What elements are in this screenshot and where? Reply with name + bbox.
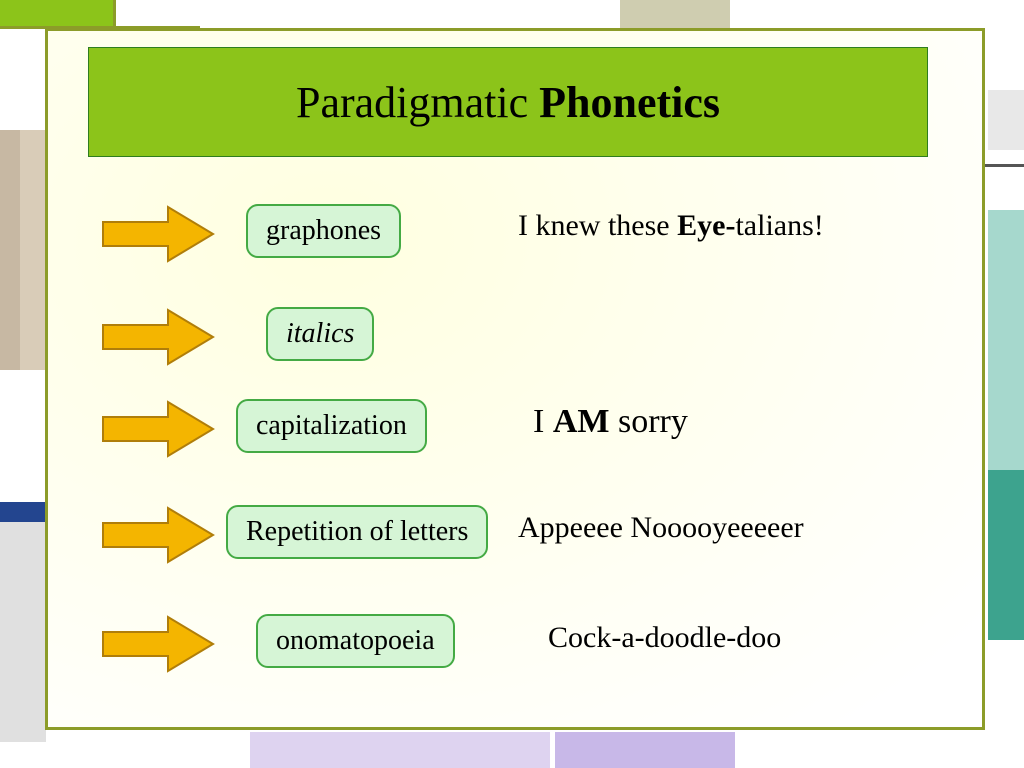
bg-rect-9: [250, 732, 550, 768]
arrow-icon: [98, 612, 218, 676]
arrow-icon: [98, 305, 218, 369]
slide-frame: Paradigmatic Phonetics graphones italics ca…: [45, 28, 985, 730]
bg-rect-0: [0, 0, 114, 26]
chip-graphones: graphones: [246, 204, 401, 258]
bg-rect-5: [988, 470, 1024, 640]
title-text: Paradigmatic Phonetics: [296, 77, 720, 128]
bg-rect-6: [988, 90, 1024, 150]
chip-repetition-of-letters: Repetition of letters: [226, 505, 488, 559]
example-3: Cock-a-doodle-doo: [548, 621, 781, 655]
arrow-icon: [98, 397, 218, 461]
row-3: [98, 497, 218, 573]
bg-rect-2: [0, 130, 20, 370]
chip-capitalization: capitalization: [236, 399, 427, 453]
bg-rect-3: [20, 130, 45, 370]
arrow-icon: [98, 503, 218, 567]
chip-onomatopoeia: onomatopoeia: [256, 614, 455, 668]
row-1: [98, 299, 218, 375]
bg-rect-7: [0, 502, 46, 522]
row-2: [98, 391, 218, 467]
grid-line-0: [113, 0, 116, 28]
example-0: I knew these Eye-talians!: [518, 209, 824, 243]
row-0: [98, 196, 218, 272]
bg-rect-10: [555, 732, 735, 768]
row-4: [98, 606, 218, 682]
chip-italics: italics: [266, 307, 374, 361]
example-1: I AM sorry: [533, 403, 688, 441]
example-2: Appeeee Nooooyeeeeer: [518, 511, 804, 545]
bg-rect-8: [0, 522, 46, 742]
arrow-icon: [98, 202, 218, 266]
title-box: Paradigmatic Phonetics: [88, 47, 928, 157]
